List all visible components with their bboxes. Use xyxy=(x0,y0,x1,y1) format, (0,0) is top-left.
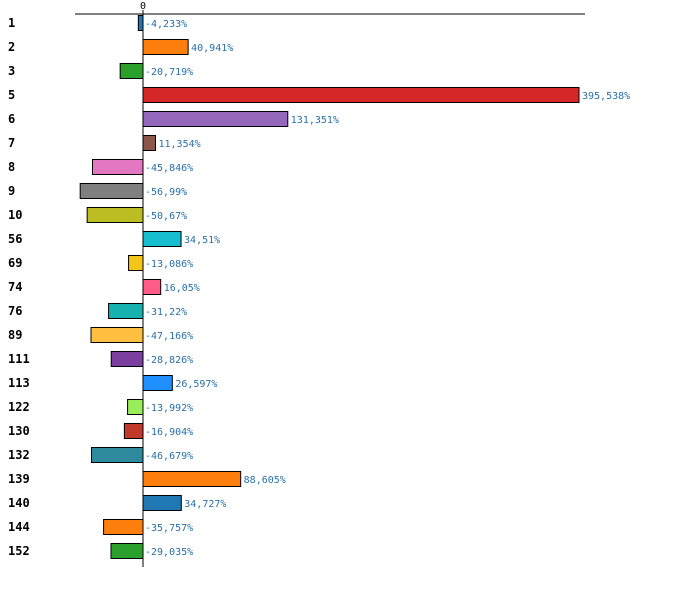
bar xyxy=(91,159,144,175)
category-label: 89 xyxy=(8,328,22,342)
bar xyxy=(127,399,144,415)
value-label: -50,67% xyxy=(145,211,187,222)
bar xyxy=(90,327,144,343)
bar xyxy=(110,543,144,559)
category-label: 10 xyxy=(8,208,22,222)
bar xyxy=(142,375,173,391)
category-label: 6 xyxy=(8,112,15,126)
bar xyxy=(123,423,144,439)
labels-layer: 0 1 -4,233% 2 40,941% 3 -20,719% 5 395,538% 6 131,… xyxy=(8,1,630,558)
category-label: 7 xyxy=(8,136,15,150)
bar xyxy=(142,111,289,127)
value-label: 34,51% xyxy=(184,235,220,246)
category-label: 5 xyxy=(8,88,15,102)
value-label: -13,086% xyxy=(145,259,193,270)
value-label: 131,351% xyxy=(291,115,339,126)
category-label: 9 xyxy=(8,184,15,198)
category-label: 74 xyxy=(8,280,22,294)
value-label: -4,233% xyxy=(145,19,187,30)
category-label: 130 xyxy=(8,424,30,438)
category-label: 144 xyxy=(8,520,30,534)
category-label: 122 xyxy=(8,400,30,414)
bar xyxy=(128,255,144,271)
value-label: -13,992% xyxy=(145,403,193,414)
bar xyxy=(142,39,189,55)
category-label: 139 xyxy=(8,472,30,486)
value-label: -20,719% xyxy=(145,67,193,78)
bar xyxy=(119,63,144,79)
category-label: 1 xyxy=(8,16,15,30)
value-label: 395,538% xyxy=(582,91,630,102)
value-label: 16,05% xyxy=(164,283,200,294)
value-label: -46,679% xyxy=(145,451,193,462)
category-label: 56 xyxy=(8,232,22,246)
value-label: 88,605% xyxy=(244,475,286,486)
bar xyxy=(108,303,144,319)
x-tick-label: 0 xyxy=(140,1,146,12)
bar xyxy=(142,87,580,103)
value-label: -28,826% xyxy=(145,355,193,366)
bar xyxy=(91,447,144,463)
value-label: -47,166% xyxy=(145,331,193,342)
value-label: -56,99% xyxy=(145,187,187,198)
category-label: 69 xyxy=(8,256,22,270)
bar xyxy=(86,207,144,223)
value-label: -29,035% xyxy=(145,547,193,558)
value-label: -45,846% xyxy=(145,163,193,174)
bar xyxy=(142,279,162,295)
value-label: 11,354% xyxy=(159,139,201,150)
category-label: 8 xyxy=(8,160,15,174)
bar xyxy=(142,495,182,511)
value-label: 40,941% xyxy=(191,43,233,54)
bar xyxy=(142,231,182,247)
axis-layer xyxy=(75,10,585,567)
category-label: 2 xyxy=(8,40,15,54)
bars-layer xyxy=(79,15,580,559)
category-label: 152 xyxy=(8,544,30,558)
bar xyxy=(137,15,144,31)
value-label: -35,757% xyxy=(145,523,193,534)
category-label: 111 xyxy=(8,352,30,366)
bar xyxy=(142,135,157,151)
value-label: 34,727% xyxy=(184,499,226,510)
value-label: 26,597% xyxy=(175,379,217,390)
category-label: 113 xyxy=(8,376,30,390)
value-label: -31,22% xyxy=(145,307,187,318)
bar xyxy=(103,519,144,535)
category-label: 132 xyxy=(8,448,30,462)
category-label: 140 xyxy=(8,496,30,510)
bar xyxy=(110,351,144,367)
category-label: 76 xyxy=(8,304,22,318)
value-label: -16,904% xyxy=(145,427,193,438)
bar xyxy=(142,471,242,487)
bar xyxy=(79,183,144,199)
category-label: 3 xyxy=(8,64,15,78)
